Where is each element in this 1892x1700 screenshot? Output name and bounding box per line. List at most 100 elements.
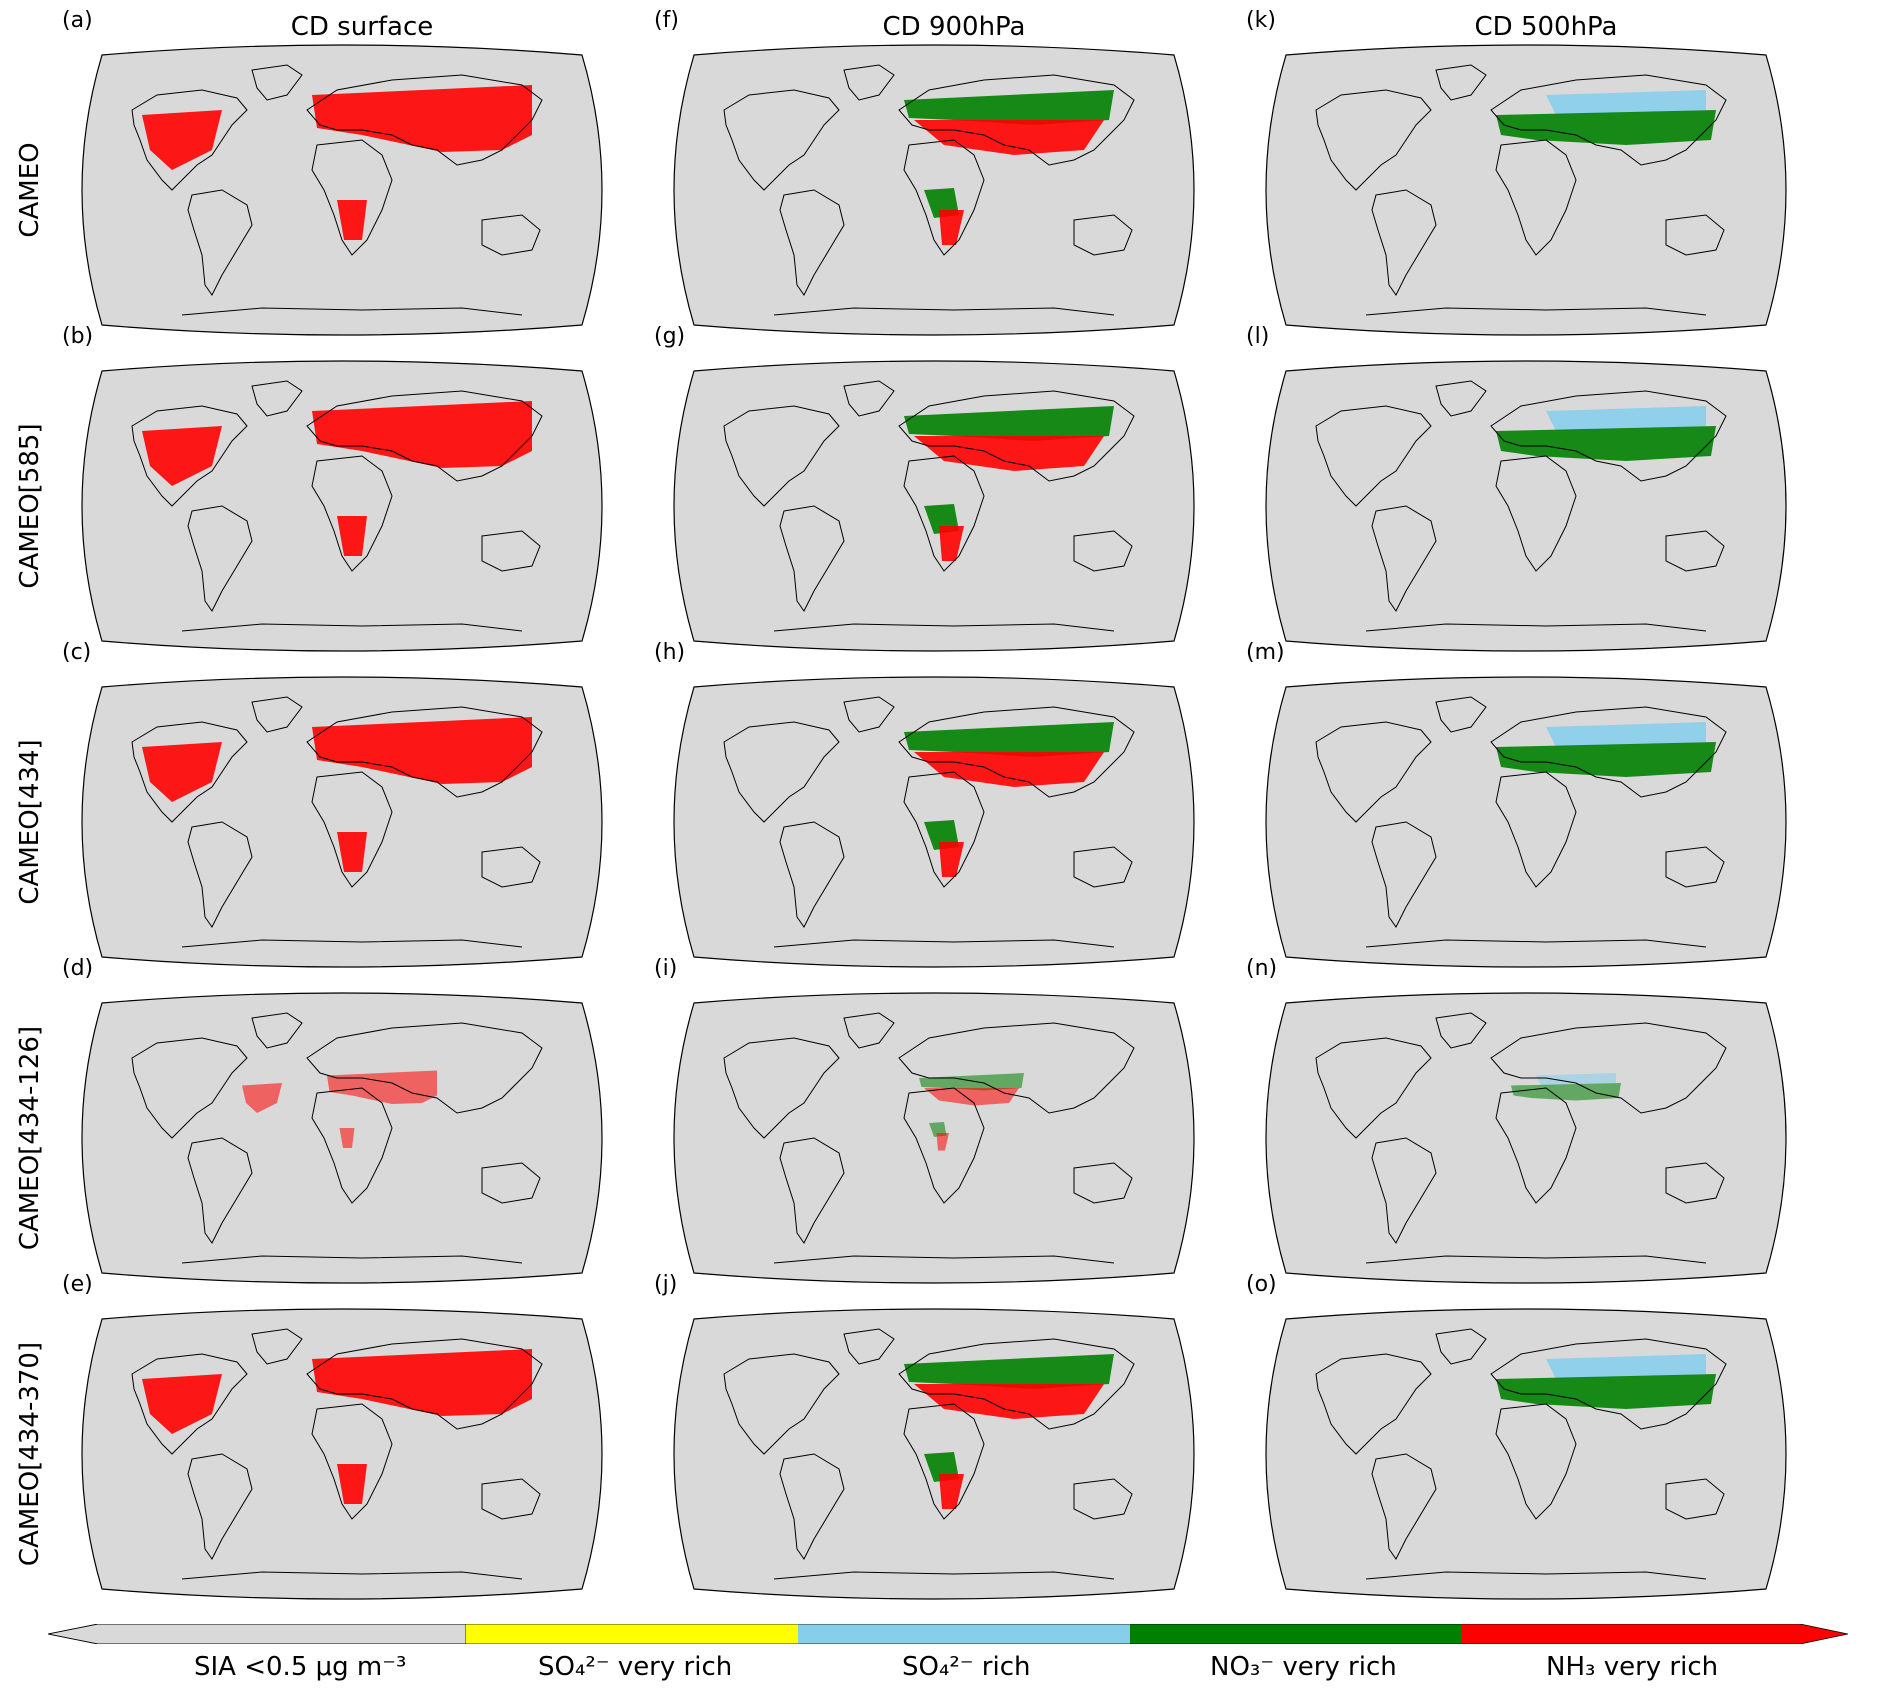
coastline xyxy=(773,939,1115,948)
panel-letter: (a) xyxy=(62,8,93,33)
region-shading xyxy=(142,110,222,170)
world-map xyxy=(81,676,603,968)
coastline xyxy=(187,1137,253,1244)
coastline xyxy=(779,189,845,296)
coastline xyxy=(843,380,895,417)
world-map xyxy=(81,44,603,336)
coastline xyxy=(1371,505,1437,612)
region-shading xyxy=(914,120,1104,155)
region-shading xyxy=(936,1133,949,1151)
coastline xyxy=(187,189,253,296)
coastline xyxy=(131,89,248,191)
coastline xyxy=(311,139,393,256)
coastline xyxy=(723,721,840,823)
map-frame xyxy=(673,992,1195,1284)
coastline xyxy=(1315,1037,1432,1139)
row-label-cameo: CAMEO xyxy=(15,142,45,238)
panel-letter: (c) xyxy=(62,640,92,665)
coastline xyxy=(187,821,253,928)
coastline xyxy=(723,405,840,507)
map-panel: (a) xyxy=(62,8,622,340)
coastline xyxy=(1371,821,1437,928)
coastline xyxy=(1495,771,1577,888)
coastline xyxy=(1073,1162,1133,1204)
region-shading xyxy=(1546,1354,1706,1379)
map-frame xyxy=(1265,992,1787,1284)
coastline xyxy=(251,64,303,101)
coastline xyxy=(898,1022,1135,1114)
world-map xyxy=(81,992,603,1284)
region-shading xyxy=(337,1464,367,1504)
column-title-surface: CD surface xyxy=(290,12,434,42)
world-map xyxy=(673,676,1195,968)
coastline xyxy=(843,696,895,733)
region-shading xyxy=(924,1088,1019,1106)
coastline xyxy=(898,706,1135,798)
coastline xyxy=(1435,64,1487,101)
panel-letter: (e) xyxy=(62,1272,93,1297)
coastline xyxy=(311,455,393,572)
coastline xyxy=(1435,1012,1487,1049)
coastline xyxy=(1365,307,1707,316)
region-shading xyxy=(1546,406,1706,431)
coastline xyxy=(481,1478,541,1520)
map-panel: (h) xyxy=(654,640,1214,972)
coastline xyxy=(1073,530,1133,572)
region-shading xyxy=(337,516,367,556)
column-title-900hpa: CD 900hPa xyxy=(882,12,1026,42)
coastline xyxy=(843,64,895,101)
coastline xyxy=(1665,846,1725,888)
row-label-cameo585: CAMEO[585] xyxy=(15,423,45,589)
coastline xyxy=(1665,1478,1725,1520)
coastline xyxy=(131,721,248,823)
panel-letter: (k) xyxy=(1246,8,1276,33)
region-shading xyxy=(939,210,964,245)
coastline xyxy=(773,307,1115,316)
legend-label-so4-very-rich: SO₄²⁻ very rich xyxy=(538,1652,733,1682)
coastline xyxy=(1665,530,1725,572)
map-panel: (f) xyxy=(654,8,1214,340)
region-shading xyxy=(1536,1073,1616,1086)
map-panel: (k) xyxy=(1246,8,1806,340)
world-map xyxy=(673,44,1195,336)
map-frame xyxy=(1265,44,1787,336)
coastline xyxy=(1490,1338,1727,1430)
region-shading xyxy=(1496,110,1716,145)
coastline xyxy=(779,821,845,928)
panel-letter: (i) xyxy=(654,956,678,981)
legend-label-so4-rich: SO₄²⁻ rich xyxy=(902,1652,1031,1682)
coastline xyxy=(1435,380,1487,417)
region-shading xyxy=(914,436,1104,471)
region-shading xyxy=(1546,90,1706,115)
region-shading xyxy=(1496,426,1716,461)
region-shading xyxy=(939,526,964,561)
world-map xyxy=(1265,360,1787,652)
region-shading xyxy=(1496,1374,1716,1409)
coastline xyxy=(1490,74,1727,166)
coastline xyxy=(1665,1162,1725,1204)
panel-letter: (d) xyxy=(62,956,94,981)
map-panel: (g) xyxy=(654,324,1214,656)
coastline xyxy=(251,696,303,733)
panel-letter: (h) xyxy=(654,640,686,665)
world-map xyxy=(1265,992,1787,1284)
coastline xyxy=(903,771,985,888)
coastline xyxy=(773,1255,1115,1264)
legend-label-nh3-very-rich: NH₃ very rich xyxy=(1546,1652,1719,1682)
coastline xyxy=(1365,1255,1707,1264)
map-panel: (d) xyxy=(62,956,622,1288)
coastline xyxy=(306,1338,543,1430)
coastline xyxy=(306,1022,543,1114)
region-shading xyxy=(914,1384,1104,1419)
world-map xyxy=(1265,44,1787,336)
legend-label-low: SIA <0.5 μg m⁻³ xyxy=(194,1652,407,1682)
coastline xyxy=(1495,1087,1577,1204)
region-shading xyxy=(142,742,222,802)
world-map xyxy=(81,1308,603,1600)
coastline xyxy=(1371,189,1437,296)
map-frame xyxy=(1265,360,1787,652)
map-panel: (l) xyxy=(1246,324,1806,656)
coastline xyxy=(723,1353,840,1455)
coastline xyxy=(481,530,541,572)
legend-swatch-no3-very-rich xyxy=(1130,1624,1462,1644)
